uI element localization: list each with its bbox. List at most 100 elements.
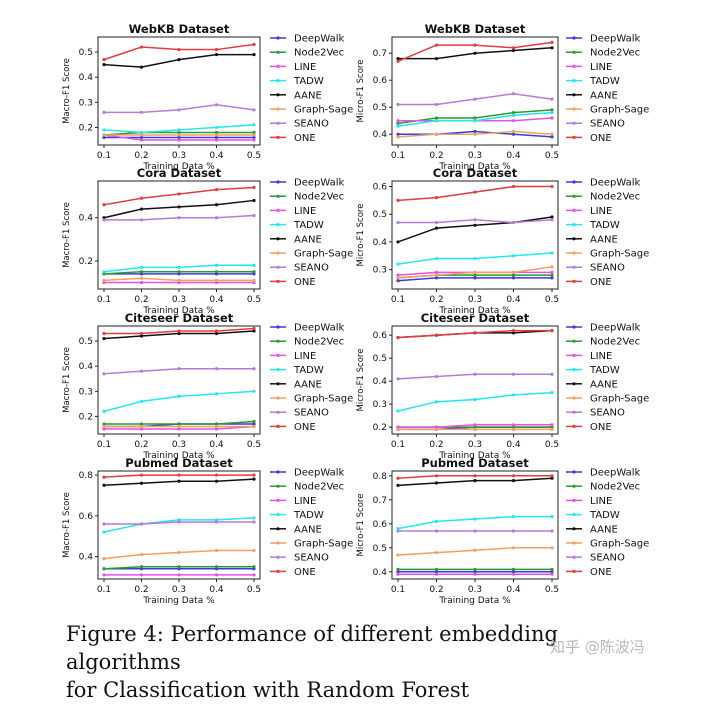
x-tick-label: 0.1 <box>391 151 405 161</box>
data-point <box>214 135 219 140</box>
legend-marker <box>572 93 576 97</box>
data-point <box>139 334 144 338</box>
data-point <box>473 372 477 376</box>
data-point <box>139 481 144 485</box>
data-point <box>434 425 439 429</box>
legend-label: Graph-Sage <box>590 394 649 405</box>
data-point <box>434 333 439 337</box>
legend-label: LINE <box>294 206 316 217</box>
data-point <box>473 270 477 274</box>
data-point <box>252 198 256 203</box>
data-point <box>473 129 477 134</box>
x-axis-label: Training Data % <box>438 596 511 606</box>
data-point <box>102 133 106 137</box>
x-tick-label: 0.4 <box>506 295 521 305</box>
legend-marker <box>572 339 576 343</box>
data-point <box>102 218 106 222</box>
data-point <box>139 369 144 373</box>
legend-label: LINE <box>590 62 612 73</box>
data-point <box>473 190 477 194</box>
y-tick-label: 0.5 <box>79 48 93 58</box>
y-tick-label: 0.6 <box>373 183 388 193</box>
x-tick-label: 0.5 <box>545 440 559 450</box>
data-point <box>177 128 181 132</box>
x-tick-label: 0.3 <box>172 585 186 595</box>
data-point <box>252 326 256 331</box>
data-point <box>550 425 554 429</box>
data-point <box>511 546 516 550</box>
data-point <box>511 119 516 123</box>
legend-label: Graph-Sage <box>294 105 353 116</box>
data-point <box>139 110 144 114</box>
data-point <box>214 329 219 333</box>
data-point <box>511 113 516 117</box>
data-point <box>396 59 400 63</box>
data-point <box>177 550 181 555</box>
data-point <box>473 572 477 576</box>
data-point <box>139 130 144 135</box>
data-point <box>473 116 477 120</box>
data-point <box>252 516 256 520</box>
data-point <box>102 422 106 426</box>
y-tick-label: 0.7 <box>373 496 387 506</box>
data-point <box>102 424 106 429</box>
y-tick-label: 0.3 <box>373 400 387 410</box>
data-point <box>473 479 477 483</box>
y-tick-label: 0.4 <box>79 553 94 563</box>
legend-marker <box>276 208 280 212</box>
x-axis-label: Training Data % <box>438 306 511 316</box>
legend-marker <box>276 424 280 428</box>
data-point <box>550 116 554 120</box>
figure-grid: WebKB Dataset 0.1 0.2 0.3 0.4 0.5 Training Dat… <box>62 22 649 606</box>
x-tick-label: 0.5 <box>545 295 559 305</box>
data-point <box>550 476 554 480</box>
data-point <box>177 394 181 398</box>
y-tick-label: 0.4 <box>373 238 388 248</box>
data-point <box>139 565 144 569</box>
data-point <box>434 220 439 225</box>
y-axis-label: Micro-F1 Score <box>356 60 366 123</box>
legend-label: Node2Vec <box>294 482 344 493</box>
legend-label: AANE <box>590 234 618 245</box>
data-point <box>252 473 256 477</box>
legend-marker <box>572 194 576 198</box>
data-point <box>511 474 516 478</box>
x-tick-label: 0.5 <box>545 585 559 595</box>
legend-label: ONE <box>590 133 612 144</box>
data-point <box>511 427 516 432</box>
data-point <box>252 477 256 481</box>
plot-frame <box>97 470 261 580</box>
data-point <box>252 42 256 47</box>
legend-marker <box>276 541 280 545</box>
legend-label: SEANO <box>590 553 625 564</box>
legend-marker <box>572 541 576 545</box>
data-point <box>214 47 219 52</box>
data-point <box>102 483 106 487</box>
data-point <box>177 108 181 112</box>
data-point <box>139 573 144 577</box>
data-point <box>473 548 477 552</box>
data-point <box>511 423 516 427</box>
data-point <box>550 572 554 576</box>
data-point <box>214 473 219 477</box>
legend-label: TADW <box>589 220 620 231</box>
data-point <box>177 135 181 140</box>
data-point <box>102 331 106 336</box>
legend-label: DeepWalk <box>294 34 345 45</box>
data-point <box>396 220 400 225</box>
data-point <box>550 218 554 222</box>
data-point <box>434 270 439 274</box>
data-point <box>177 205 181 209</box>
caption-line-1: Figure 4: Performance of different embed… <box>66 622 558 674</box>
legend-label: TADW <box>589 510 620 521</box>
chart-panel-6: Citeseer Dataset 0.1 0.2 0.3 0.4 0.5 Training … <box>356 311 649 461</box>
data-point <box>473 223 477 227</box>
data-point <box>396 102 400 107</box>
legend-marker <box>572 325 576 329</box>
series-line-aane <box>103 199 255 219</box>
legend-label: LINE <box>294 496 316 507</box>
caption-line-2: for Classification with Random Forest <box>66 678 470 702</box>
data-point <box>550 270 554 274</box>
x-tick-label: 0.4 <box>209 585 224 595</box>
y-tick-label: 0.8 <box>79 471 94 481</box>
